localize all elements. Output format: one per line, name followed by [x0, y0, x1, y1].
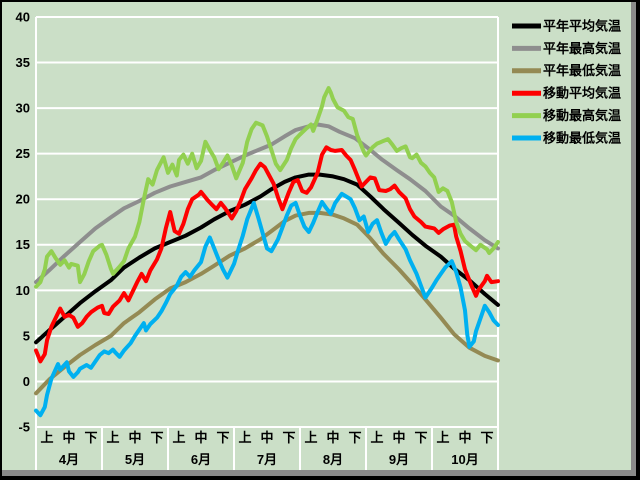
period-tick-label: 上 [370, 430, 383, 445]
legend-item-label: 平年最高気温 [543, 41, 621, 56]
period-tick-label: 下 [348, 430, 361, 445]
series-line-移動最低気温 [34, 191, 500, 418]
y-tick-label: 10 [16, 283, 30, 298]
period-tick-label: 下 [414, 430, 427, 445]
y-tick-label: 25 [16, 146, 30, 161]
y-tick-label: -5 [18, 419, 30, 434]
chart-background [2, 2, 631, 470]
legend-item-label: 移動平均気温 [543, 86, 621, 101]
legend-item-label: 平年最低気温 [543, 63, 621, 78]
series-line-平年平均気温 [34, 172, 500, 345]
month-tick-label: 9月 [389, 452, 409, 467]
series-line-移動最高気温 [34, 86, 500, 289]
period-tick-label: 上 [106, 430, 119, 445]
y-axis-labels: 40 35 30 25 20 15 10 5 0 -5 [16, 9, 30, 434]
legend-item-label: 移動最高気温 [543, 108, 621, 123]
period-tick-label: 中 [62, 430, 75, 445]
period-tick-label: 中 [392, 430, 405, 445]
period-tick-label: 上 [304, 430, 317, 445]
y-tick-label: 40 [16, 9, 30, 24]
legend-item-label: 移動最低気温 [543, 130, 621, 145]
y-tick-label: 20 [16, 192, 30, 207]
period-tick-label: 下 [150, 430, 163, 445]
y-tick-label: 30 [16, 101, 30, 116]
period-tick-label: 上 [172, 430, 185, 445]
period-tick-label: 下 [216, 430, 229, 445]
legend-item-label: 平年平均気温 [543, 18, 621, 33]
month-tick-label: 8月 [323, 452, 343, 467]
period-tick-label: 上 [436, 430, 449, 445]
series-line-平年最高気温 [34, 122, 500, 285]
period-tick-label: 下 [84, 430, 97, 445]
period-tick-label: 中 [326, 430, 339, 445]
x-axis-labels: 上中下4月上中下5月上中下6月上中下7月上中下8月上中下9月上中下10月 [40, 430, 493, 467]
y-tick-label: 5 [23, 328, 30, 343]
period-tick-label: 上 [40, 430, 53, 445]
y-tick-label: 0 [23, 374, 30, 389]
month-tick-label: 5月 [125, 452, 145, 467]
series-line-平年最低気温 [34, 210, 500, 396]
period-tick-label: 中 [458, 430, 471, 445]
period-tick-label: 上 [238, 430, 251, 445]
month-tick-label: 10月 [451, 452, 478, 467]
period-tick-label: 下 [282, 430, 295, 445]
period-tick-label: 中 [194, 430, 207, 445]
data-series [34, 86, 500, 418]
period-tick-label: 下 [480, 430, 493, 445]
y-tick-label: 15 [16, 237, 30, 252]
month-tick-label: 4月 [59, 452, 79, 467]
month-tick-label: 6月 [191, 452, 211, 467]
series-line-移動平均気温 [34, 145, 500, 364]
y-tick-label: 35 [16, 55, 30, 70]
month-tick-label: 7月 [257, 452, 277, 467]
period-tick-label: 中 [128, 430, 141, 445]
period-tick-label: 中 [260, 430, 273, 445]
